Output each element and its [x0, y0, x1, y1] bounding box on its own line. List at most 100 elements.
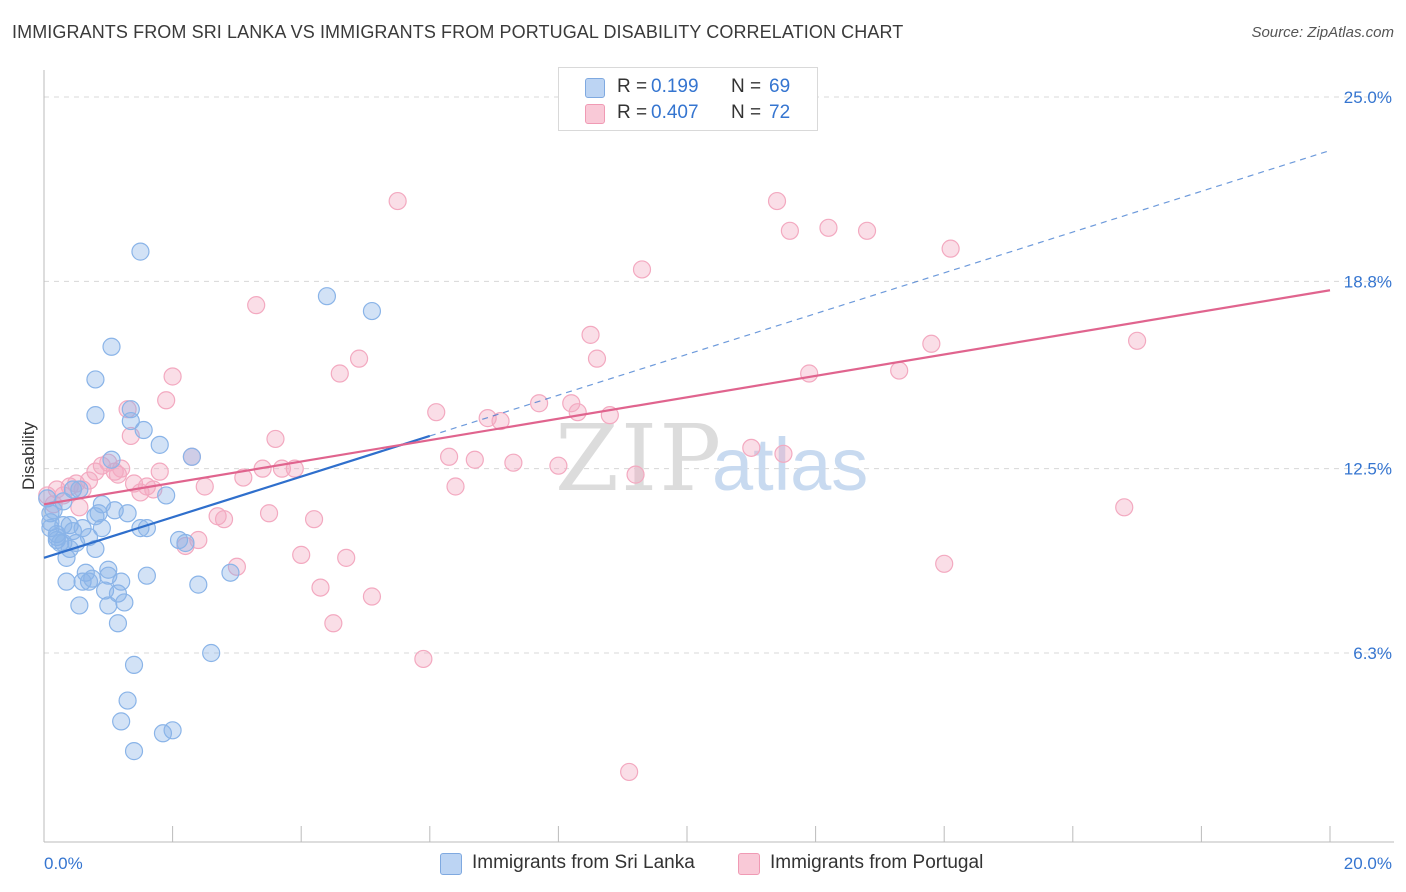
point-portugal: [742, 438, 761, 457]
point-srilanka: [112, 572, 131, 591]
y-tick-label: 25.0%: [1344, 88, 1392, 107]
point-portugal: [780, 221, 799, 240]
correlation-legend: R = 0.199 N = 69 R = 0.407 N = 72: [558, 67, 818, 131]
legend-n-value: 69: [769, 76, 791, 97]
bottom-legend-label-srilanka: Immigrants from Sri Lanka: [472, 852, 695, 873]
point-portugal: [491, 411, 510, 431]
legend-n-value: 72: [769, 102, 791, 123]
point-srilanka: [189, 575, 208, 594]
point-portugal: [800, 364, 819, 383]
point-portugal: [324, 614, 343, 633]
point-srilanka: [124, 655, 144, 674]
point-portugal: [337, 548, 356, 567]
point-portugal: [1127, 331, 1147, 350]
bottom-legend-label-portugal: Immigrants from Portugal: [770, 852, 984, 873]
point-srilanka: [221, 563, 240, 582]
point-srilanka: [92, 519, 111, 538]
point-srilanka: [108, 614, 128, 633]
point-portugal: [234, 468, 253, 487]
point-srilanka: [83, 569, 102, 588]
point-portugal: [530, 394, 549, 413]
point-srilanka: [182, 447, 201, 466]
point-portugal: [311, 578, 330, 597]
point-srilanka: [86, 370, 105, 389]
y-axis-label: Disability: [19, 421, 38, 490]
point-portugal: [214, 510, 234, 529]
legend-n-label: N =: [731, 76, 762, 97]
y-tick-label: 12.5%: [1344, 460, 1392, 479]
point-srilanka: [157, 486, 176, 505]
point-srilanka: [121, 411, 140, 431]
point-portugal: [427, 403, 446, 422]
point-portugal: [414, 649, 433, 669]
point-portugal: [304, 510, 324, 529]
point-srilanka: [118, 504, 137, 523]
point-srilanka: [70, 596, 89, 615]
watermark-atlas: atlas: [712, 423, 868, 506]
point-portugal: [70, 498, 89, 517]
x-tick-label: 0.0%: [44, 854, 83, 873]
point-srilanka: [118, 691, 137, 710]
point-portugal: [857, 221, 877, 240]
point-srilanka: [79, 572, 99, 591]
point-portugal: [549, 456, 568, 475]
point-srilanka: [57, 572, 76, 591]
source-label: Source: ZipAtlas.com: [1251, 24, 1394, 41]
axes: [43, 70, 1394, 843]
tick-labels: 6.3% 12.5% 18.8% 25.0% 0.0% 20.0%: [44, 88, 1392, 873]
y-tick-label: 6.3%: [1353, 644, 1392, 663]
legend-r-value: 0.199: [651, 76, 699, 97]
point-portugal: [292, 545, 311, 564]
point-portugal: [1115, 498, 1134, 517]
point-srilanka: [70, 480, 89, 499]
grid-lines: [44, 96, 1394, 654]
watermark-zip: ZIP: [555, 405, 723, 512]
point-portugal: [259, 504, 279, 523]
point-portugal: [562, 394, 581, 413]
x-tick-label: 20.0%: [1344, 854, 1392, 873]
point-srilanka: [54, 516, 73, 535]
y-tick-label: 18.8%: [1344, 272, 1392, 291]
point-srilanka: [99, 560, 118, 579]
point-portugal: [774, 444, 793, 463]
point-srilanka: [63, 480, 83, 499]
point-portugal: [247, 296, 266, 315]
point-portugal: [767, 191, 787, 211]
point-portugal: [620, 762, 639, 782]
point-srilanka: [137, 566, 156, 585]
point-srilanka: [202, 643, 221, 663]
point-portugal: [626, 465, 645, 484]
point-srilanka: [131, 242, 150, 261]
point-srilanka: [108, 584, 128, 603]
legend-r-label: R =: [617, 76, 648, 97]
point-srilanka: [112, 712, 131, 731]
series-srilanka-points: [38, 242, 382, 761]
point-portugal: [266, 429, 285, 449]
trend-line-srilanka: [43, 434, 431, 559]
point-srilanka: [317, 287, 337, 306]
point-srilanka: [134, 420, 153, 440]
point-portugal: [504, 453, 523, 472]
bottom-legend-swatch-srilanka: [440, 853, 462, 875]
point-srilanka: [102, 450, 121, 469]
point-portugal: [439, 447, 459, 466]
point-srilanka: [115, 593, 134, 612]
point-portugal: [568, 403, 587, 422]
point-srilanka: [176, 533, 195, 553]
point-portugal: [935, 554, 954, 573]
point-portugal: [890, 361, 909, 380]
legend-n-label: N =: [731, 102, 762, 123]
point-portugal: [632, 260, 652, 279]
bottom-legend-swatch-portugal: [738, 853, 760, 875]
legend-r-value: 0.407: [651, 102, 699, 123]
legend-swatch-srilanka: [585, 78, 605, 98]
point-portugal: [195, 477, 214, 496]
point-srilanka: [150, 435, 169, 454]
point-portugal: [587, 349, 607, 368]
point-portugal: [163, 367, 182, 386]
point-srilanka: [124, 742, 144, 761]
chart-title: IMMIGRANTS FROM SRI LANKA VS IMMIGRANTS …: [12, 22, 904, 42]
legend-r-label: R =: [617, 102, 648, 123]
point-srilanka: [73, 519, 92, 538]
